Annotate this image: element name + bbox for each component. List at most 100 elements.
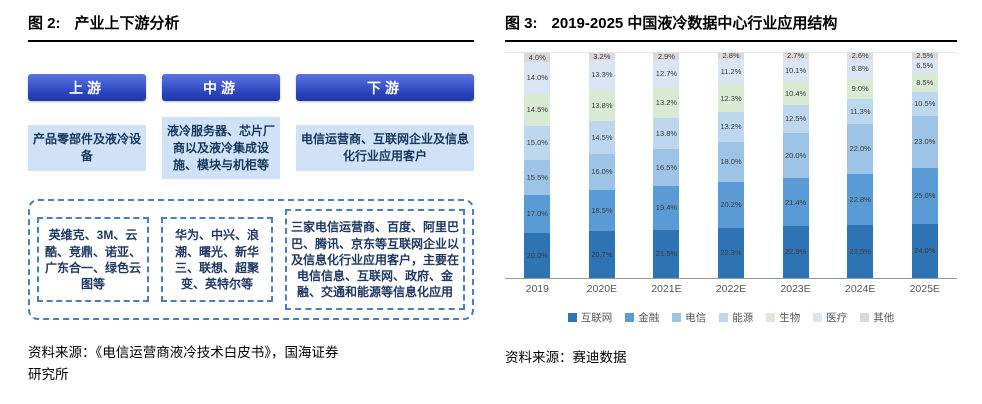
bar-segment-label: 20.0%	[784, 151, 807, 161]
bar-segment-label: 14.5%	[526, 105, 548, 115]
bar-segment-label: 18.5%	[591, 205, 613, 215]
bar-segment: 12.5%	[782, 105, 809, 134]
bar-segment-label: 8.8%	[851, 63, 869, 73]
bar-segment-label: 22.0%	[849, 144, 871, 154]
bar-segment: 22.8%	[847, 173, 874, 226]
x-axis-label: 2021E	[651, 283, 682, 295]
bar-segment: 21.5%	[653, 229, 680, 278]
legend-label: 生物	[779, 312, 801, 324]
x-axis-label: 2020E	[586, 283, 618, 295]
figure3-title: 图 3: 2019-2025 中国液冷数据中心行业应用结构	[505, 12, 957, 42]
bar-slot: 2.5% 6.5% 8.5% 10.5% 23.0% 25.0% 24.0%	[892, 52, 957, 278]
chart-x-labels: 2019 2020E 2021E 2022E 2023E 2024E 2025E	[505, 283, 957, 295]
bar-segment: 14.5%	[524, 93, 551, 127]
figure3-source-line: 资料来源：赛迪数据	[505, 350, 627, 365]
stacked-bar-2020E: 3.2% 13.3% 13.8% 14.5% 16.0% 18.5% 20.7%	[588, 51, 615, 278]
bar-segment: 6.5%	[911, 58, 938, 74]
bar-segment-label: 21.4%	[784, 197, 807, 207]
bar-segment-label: 13.3%	[591, 70, 613, 80]
bar-segment-label: 16.5%	[655, 162, 678, 172]
bar-segment: 12.7%	[653, 59, 680, 89]
bar-slot: 2.7% 10.1% 10.4% 12.5% 20.0% 21.4% 22.9%	[763, 52, 828, 278]
legend-swatch	[860, 313, 870, 322]
bar-segment: 8.8%	[847, 58, 874, 79]
legend-swatch	[672, 313, 682, 322]
bar-segment-label: 23.5%	[849, 246, 871, 256]
bar-segment-label: 21.5%	[655, 249, 678, 259]
bar-segment: 21.4%	[782, 178, 809, 227]
bar-segment: 2.7%	[782, 52, 809, 59]
downstream-desc-box: 电信运营商、互联网企业及信息化行业应用客户	[296, 125, 474, 171]
upstream-companies-box: 英维克、3M、云酷、竞鼎、诺亚、广东合一、绿色云图等	[37, 217, 149, 303]
bar-slot: 4.0% 14.0% 14.5% 15.0% 15.5% 17.0% 20.0%	[505, 53, 570, 278]
bar-segment: 13.8%	[588, 90, 615, 122]
legend-item: 金融	[625, 310, 659, 325]
bar-segment: 17.0%	[524, 194, 551, 233]
bar-segment: 23.5%	[847, 225, 874, 278]
bar-slot: 3.2% 13.3% 13.8% 14.5% 16.0% 18.5% 20.7%	[570, 53, 635, 278]
bar-segment-label: 20.7%	[591, 249, 613, 259]
stacked-bar-chart: 4.0% 14.0% 14.5% 15.0% 15.5% 17.0% 20.0% 3.2% 13…	[505, 52, 957, 325]
bar-segment-label: 17.0%	[526, 209, 548, 219]
legend-label: 能源	[732, 312, 754, 324]
downstream-companies-box: 三家电信运营商、百度、阿里巴巴、腾讯、京东等互联网企业以及信息化行业应用客户，主…	[285, 209, 465, 311]
legend-swatch	[766, 313, 776, 322]
bar-segment: 10.5%	[911, 92, 938, 116]
upstream-header: 上游	[28, 74, 146, 101]
figure2-panel: 图 2: 产业上下游分析 上游 中游 下游 产品零部件及液冷设备 液冷服务器、芯…	[28, 12, 474, 386]
bar-segment-label: 12.7%	[655, 69, 678, 79]
bar-segment: 8.5%	[911, 73, 938, 93]
bar-segment-label: 10.5%	[914, 99, 936, 109]
legend-swatch	[625, 313, 635, 322]
bar-segment-label: 16.0%	[591, 167, 613, 177]
bar-segment: 20.0%	[782, 133, 809, 179]
bar-segment-label: 23.0%	[914, 137, 936, 147]
bar-segment: 10.1%	[782, 59, 809, 82]
bar-segment: 12.3%	[718, 84, 745, 113]
upstream-desc-box: 产品零部件及液冷设备	[28, 125, 146, 171]
bar-segment-label: 18.0%	[720, 157, 742, 167]
chart-plot: 4.0% 14.0% 14.5% 15.0% 15.5% 17.0% 20.0% 3.2% 13…	[505, 52, 957, 279]
figure3-title-text: 2019-2025 中国液冷数据中心行业应用结构	[551, 15, 838, 32]
legend-item: 医疗	[813, 310, 847, 325]
bar-segment-label: 2.6%	[851, 51, 869, 61]
legend-swatch	[567, 313, 577, 322]
legend-swatch	[719, 313, 729, 322]
bar-segment: 22.0%	[847, 124, 874, 174]
bar-segment: 2.8%	[718, 52, 745, 59]
bar-segment-label: 25.0%	[914, 191, 936, 201]
bar-segment-label: 10.1%	[784, 65, 807, 75]
bar-segment: 14.0%	[524, 62, 551, 94]
bar-segment-label: 19.4%	[655, 203, 678, 212]
bar-segment: 22.9%	[782, 226, 809, 278]
figure2-source-line1: 资料来源：《电信运营商液冷技术白皮书》，国海证券	[28, 345, 339, 361]
bar-segment-label: 10.4%	[784, 88, 807, 98]
bar-slot: 2.6% 8.8% 9.0% 11.3% 22.0% 22.8% 23.5%	[828, 51, 893, 278]
bar-segment-label: 14.0%	[526, 73, 548, 82]
legend-item: 生物	[766, 310, 800, 325]
bar-segment-label: 2.9%	[657, 51, 675, 61]
bar-segment-label: 3.2%	[593, 51, 611, 61]
bar-segment: 24.0%	[911, 224, 938, 278]
stacked-bar-2019: 4.0% 14.0% 14.5% 15.0% 15.5% 17.0% 20.0%	[524, 52, 551, 278]
stacked-bar-2024E: 2.6% 8.8% 9.0% 11.3% 22.0% 22.8% 23.5%	[847, 51, 874, 278]
bar-segment-label: 14.5%	[591, 132, 613, 142]
bar-segment-label: 22.3%	[720, 248, 742, 258]
legend-swatch	[813, 313, 823, 322]
bar-slot: 2.8% 11.2% 12.3% 13.2% 18.0% 20.2% 22.3%	[699, 52, 764, 278]
figure2-title: 图 2: 产业上下游分析	[28, 12, 474, 42]
bar-segment-label: 6.5%	[916, 61, 934, 71]
bar-segment: 20.7%	[588, 231, 615, 278]
bar-segment: 13.8%	[653, 117, 680, 149]
bar-segment: 11.3%	[847, 98, 874, 125]
bar-segment-label: 4.0%	[528, 52, 546, 62]
bar-segment-label: 9.0%	[851, 84, 869, 94]
bar-segment: 13.3%	[588, 60, 615, 91]
bar-segment: 18.5%	[588, 189, 615, 232]
stage-header-row: 上游 中游 下游	[28, 74, 474, 101]
bar-segment: 25.0%	[911, 167, 938, 224]
bar-segment-label: 13.2%	[720, 122, 742, 132]
bar-segment: 2.5%	[911, 52, 938, 59]
bar-segment: 23.0%	[911, 116, 938, 168]
bar-segment: 13.2%	[718, 112, 745, 142]
